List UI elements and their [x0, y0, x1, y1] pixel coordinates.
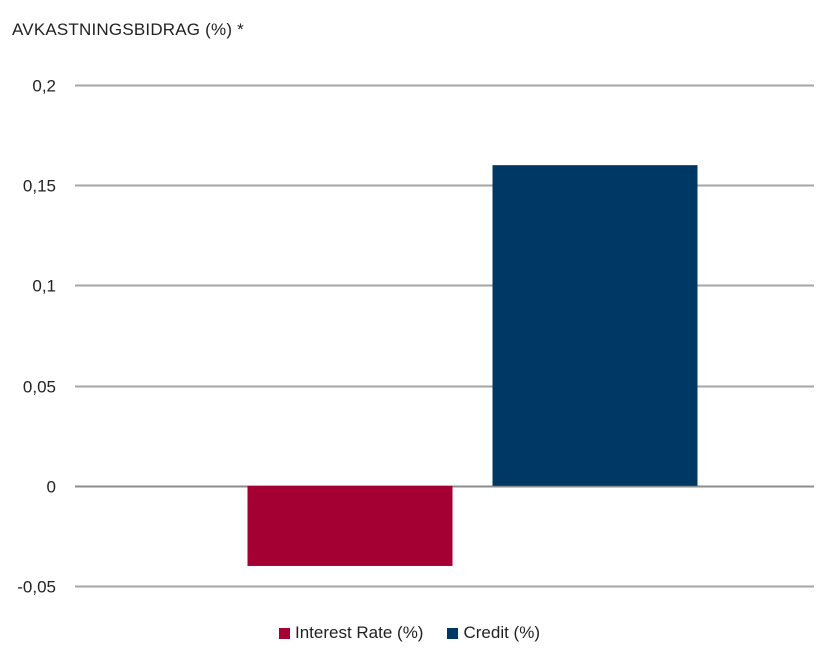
y-tick-label: 0,2 — [32, 77, 56, 96]
chart-title: AVKASTNINGSBIDRAG (%) * — [12, 20, 244, 39]
y-axis-tick-labels: 0,2 0,15 0,1 0,05 0 -0,05 — [17, 77, 56, 597]
legend-swatch-interest-rate — [278, 627, 290, 639]
legend-label-interest-rate: Interest Rate (%) — [294, 623, 424, 642]
y-tick-label: 0,05 — [23, 378, 56, 397]
bars — [247, 165, 698, 566]
y-tick-label: -0,05 — [17, 578, 56, 597]
y-tick-label: 0,1 — [32, 277, 56, 296]
bar-interest-rate — [247, 485, 453, 566]
legend-item-interest-rate: Interest Rate (%) — [278, 623, 424, 643]
bar-credit — [492, 165, 698, 486]
legend-item-credit: Credit (%) — [447, 623, 540, 643]
y-tick-label: 0,15 — [23, 177, 56, 196]
legend-swatch-credit — [447, 627, 459, 639]
legend: Interest Rate (%) Credit (%) — [0, 623, 819, 643]
legend-label-credit: Credit (%) — [463, 623, 540, 642]
y-tick-label: 0 — [47, 478, 56, 497]
